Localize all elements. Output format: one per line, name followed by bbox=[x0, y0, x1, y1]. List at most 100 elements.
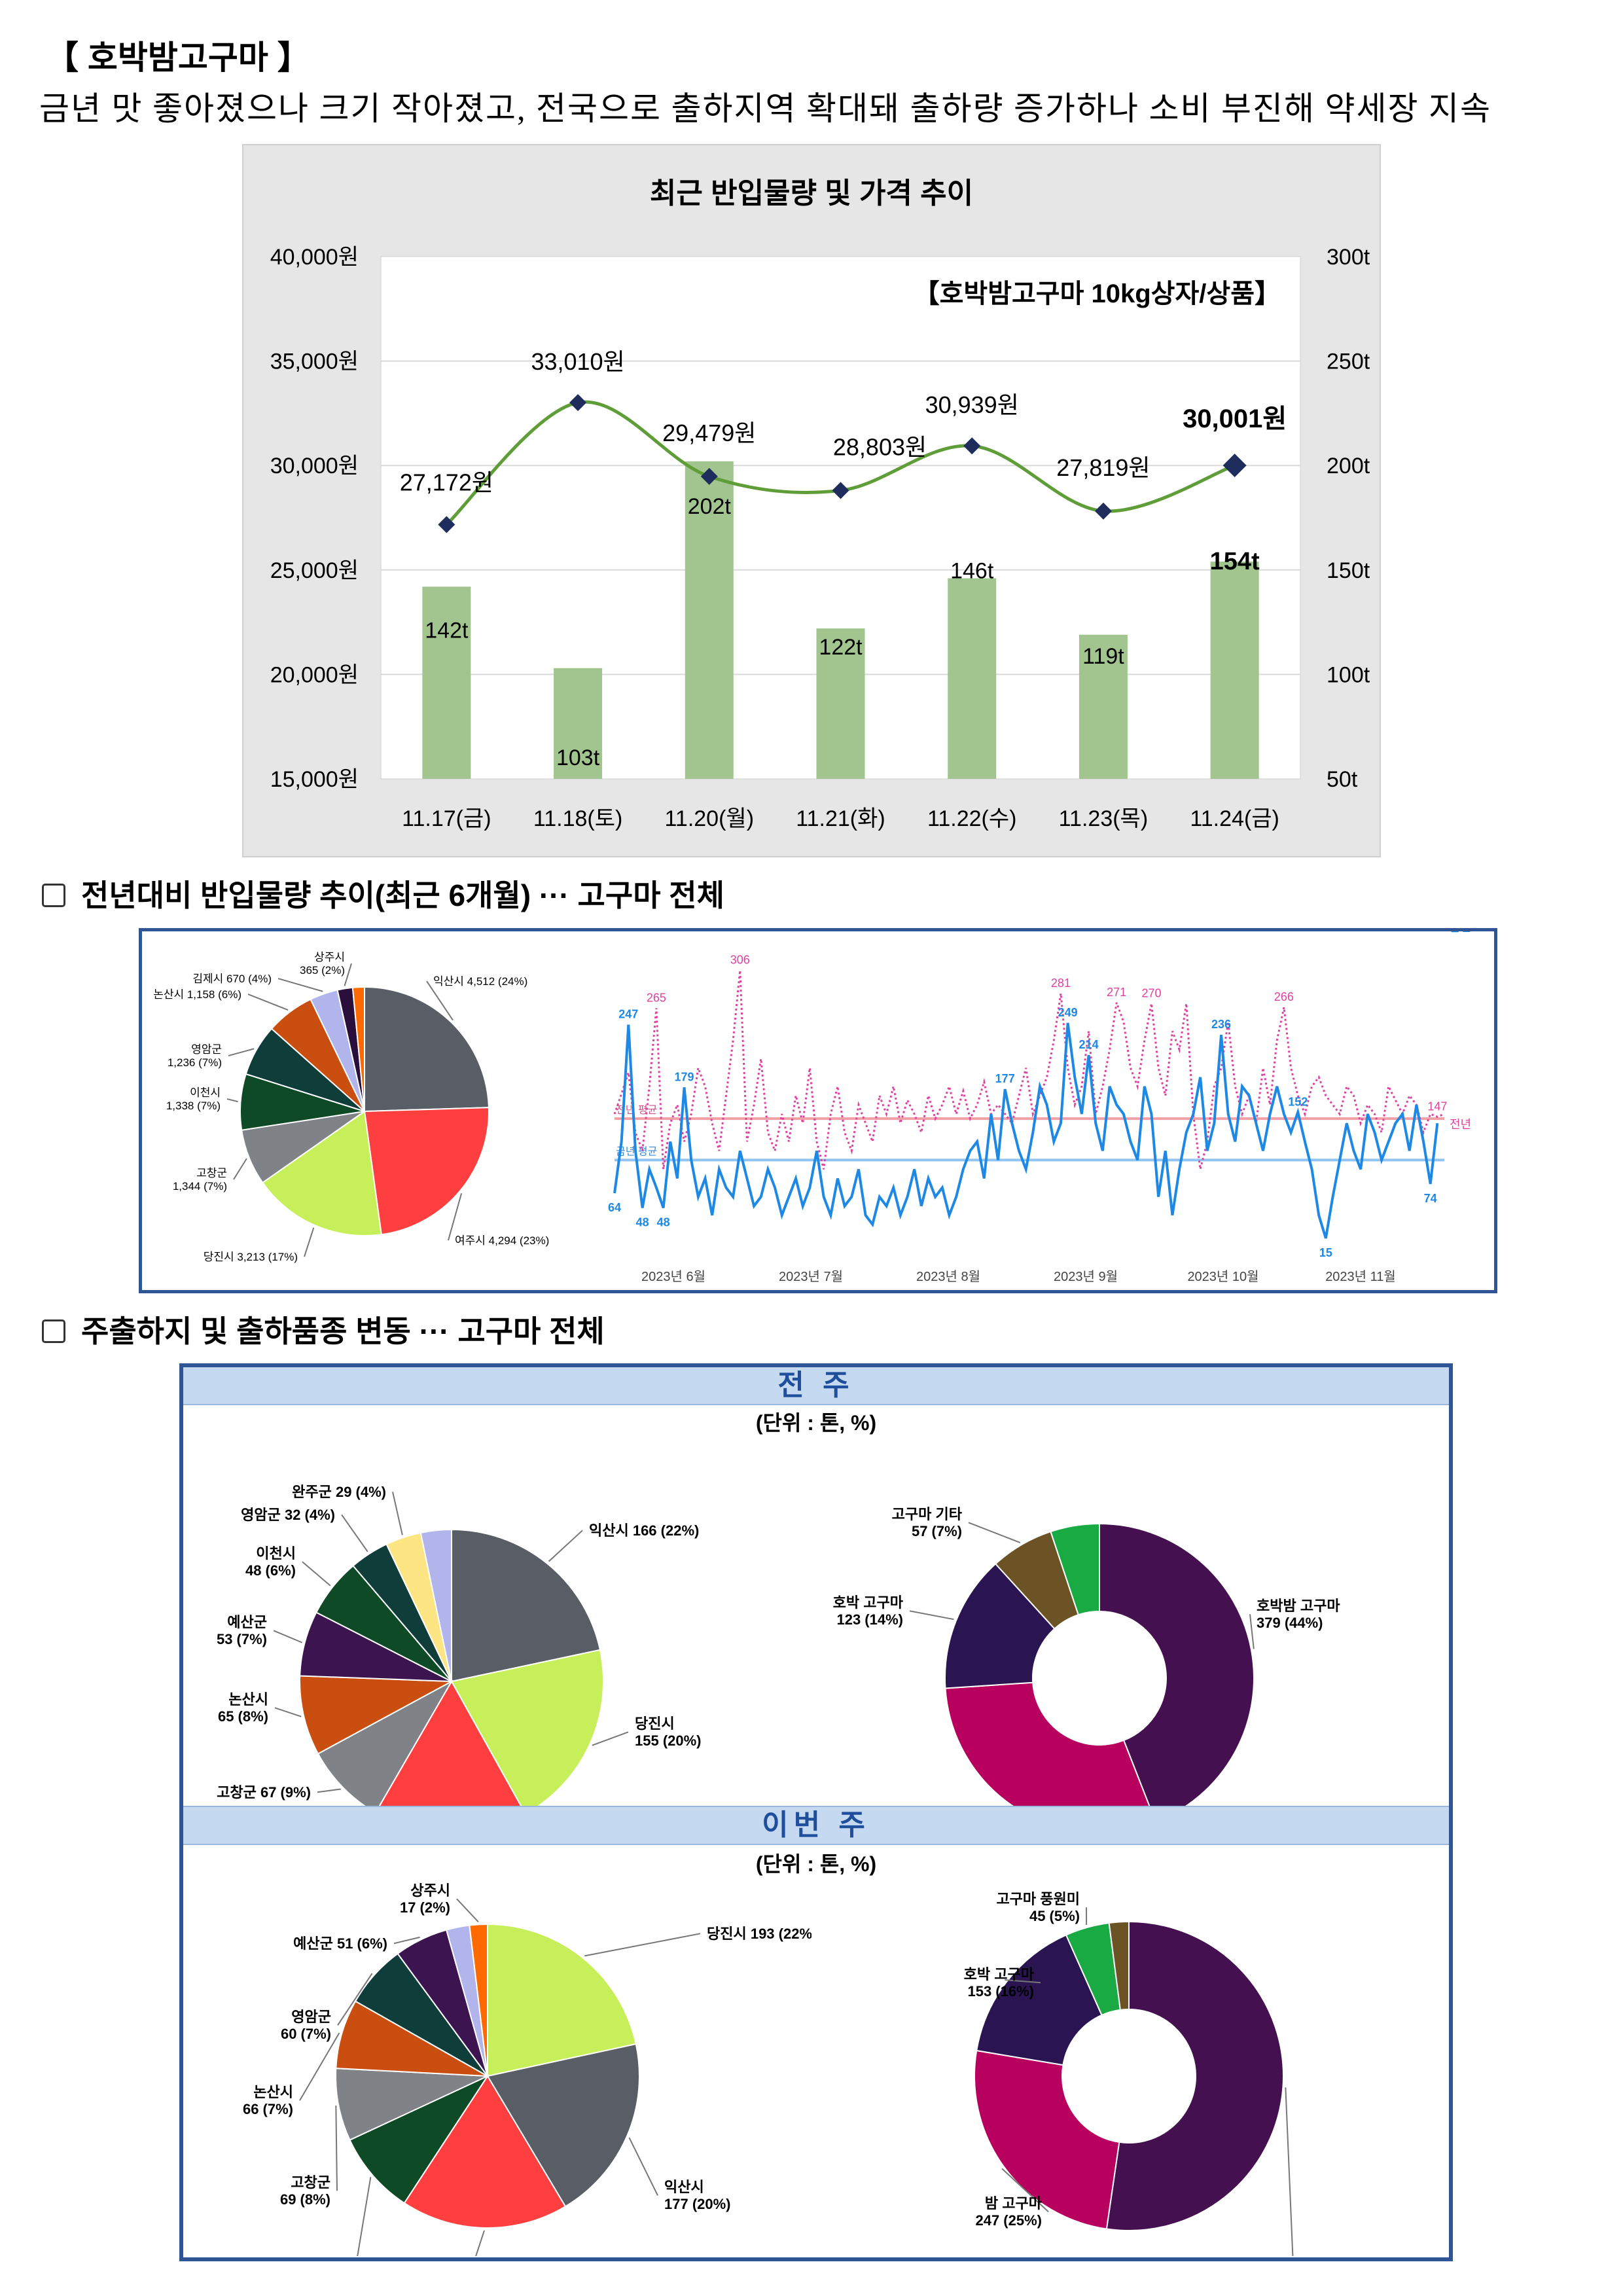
pie-6m-label: 당진시 3,213 (17%) bbox=[204, 1251, 298, 1263]
donut-this-label: 고구마 풍원미 bbox=[996, 1891, 1080, 1907]
pie-6m-leader-line bbox=[226, 1098, 238, 1103]
donut-prev-label: 123 (14%) bbox=[836, 1611, 903, 1628]
trend-point-label: 247 bbox=[618, 1008, 638, 1021]
pie-6m-label: 1,338 (7%) bbox=[166, 1100, 221, 1112]
price-label: 33,010원 bbox=[531, 348, 624, 375]
bar-value-label: 103t bbox=[556, 745, 600, 770]
x-axis-label: 2023년 10월 bbox=[1187, 1269, 1258, 1284]
x-tick-label: 11.24(금) bbox=[1190, 806, 1279, 831]
x-axis-label: 2023년 7월 bbox=[779, 1269, 843, 1284]
x-tick-label: 11.18(토) bbox=[533, 806, 622, 831]
donut-prev-slice bbox=[1050, 1522, 1100, 1616]
prev-year-line bbox=[613, 970, 1445, 1170]
price-marker bbox=[569, 394, 587, 412]
prev-year-series-label: 전년 bbox=[1450, 1118, 1471, 1131]
price-marker bbox=[1094, 502, 1112, 520]
pie-this-label: 논산시 bbox=[253, 2084, 293, 2100]
donut-this-leader-line bbox=[1005, 1979, 1041, 1984]
pie-this-slice bbox=[486, 2043, 640, 2208]
pie-6m-slice bbox=[351, 986, 365, 1112]
x-tick-label: 11.21(화) bbox=[796, 806, 885, 831]
pie-prev-label: 완주군 29 (4%) bbox=[292, 1484, 386, 1500]
pie-this-leader-line bbox=[299, 2032, 340, 2101]
volume-bar bbox=[422, 586, 471, 779]
page-title: 【 호박밤고구마 】 bbox=[46, 39, 310, 76]
pie-prev-label: 53 (7%) bbox=[217, 1631, 267, 1647]
x-tick-label: 11.17(금) bbox=[402, 806, 491, 831]
pie-this-label: 예산군 51 (6%) bbox=[293, 1935, 387, 1952]
chart-title: 최근 반입물량 및 가격 추이 bbox=[650, 177, 973, 209]
price-marker bbox=[963, 437, 981, 455]
pie-this-label: 66 (7%) bbox=[243, 2101, 293, 2117]
pie-prev-slice bbox=[450, 1649, 604, 1806]
price-volume-panel: 최근 반입물량 및 가격 추이 【호박밤고구마 10kg상자/상품】 15,000원… bbox=[242, 144, 1381, 857]
donut-prev-label: 57 (7%) bbox=[912, 1523, 962, 1539]
pie-6m-label: 김제시 670 (4%) bbox=[192, 973, 272, 985]
origin-share-pie: 익산시 4,512 (24%) 여주시 4,294 (23%) 당진시 3,213 … bbox=[153, 951, 549, 1263]
donut-this-slice bbox=[976, 1934, 1103, 2066]
pie-this-label: 60 (7%) bbox=[281, 2026, 331, 2042]
pie-6m-label: 여주시 4,294 (23%) bbox=[455, 1234, 549, 1247]
y-right-tick: 150t bbox=[1327, 558, 1370, 583]
donut-prev-slice bbox=[944, 1562, 1056, 1689]
trend-point-label: 48 bbox=[657, 1216, 670, 1229]
pie-6m-label: 365 (2%) bbox=[300, 964, 345, 977]
y-left-tick: 25,000원 bbox=[270, 558, 359, 583]
pie-this-slice bbox=[487, 1923, 637, 2077]
pie-this-slice bbox=[469, 1923, 488, 2077]
pie-6m-leader-line bbox=[277, 978, 323, 992]
pie-this-leader-line bbox=[335, 2105, 338, 2191]
donut-prev-leader-line bbox=[1249, 1614, 1255, 1649]
pie-prev-label: 예산군 bbox=[227, 1614, 267, 1630]
bar-value-label: 146t bbox=[950, 559, 994, 584]
pie-prev-leader-line bbox=[317, 1788, 341, 1793]
pie-6m-slice bbox=[261, 1110, 382, 1236]
prev-week-band: 전 주 bbox=[183, 1367, 1449, 1405]
pie-prev-leader-line bbox=[392, 1492, 403, 1535]
price-label: 27,172원 bbox=[400, 469, 493, 495]
trend-point-label: 152 bbox=[1288, 1095, 1308, 1108]
donut-prev-slice bbox=[944, 1681, 1150, 1806]
bar-value-label: 202t bbox=[688, 494, 732, 519]
donut-prev-leader-line bbox=[909, 1610, 954, 1621]
trend-point-label: 48 bbox=[636, 1216, 649, 1229]
trend-section-heading: 전년대비 반입물량 추이(최근 6개월) ··· 고구마 전체 bbox=[42, 872, 724, 915]
volume-bar bbox=[1210, 562, 1259, 779]
pie-6m-leader-line bbox=[344, 963, 352, 986]
y-right-tick: 200t bbox=[1327, 454, 1370, 478]
trend-point-label: 214 bbox=[1079, 1038, 1099, 1051]
pie-this-leader-line bbox=[337, 1973, 373, 2026]
donut-this-label: 밤 고구마 bbox=[985, 2195, 1043, 2212]
volume-bar bbox=[554, 668, 603, 779]
donut-prev-label: 379 (44%) bbox=[1257, 1615, 1323, 1631]
pie-this-leader-line bbox=[456, 1898, 479, 1923]
pie-prev-label: 고창군 67 (9%) bbox=[217, 1784, 311, 1801]
this-week-band: 이번 주 bbox=[183, 1806, 1449, 1845]
trend-point-label: 271 bbox=[1107, 986, 1126, 999]
volume-bar bbox=[685, 461, 734, 779]
pie-6m-label: 논산시 1,158 (6%) bbox=[153, 988, 241, 1001]
price-marker bbox=[700, 467, 718, 485]
x-axis-label: 2023년 8월 bbox=[916, 1269, 980, 1284]
trend-point-label: 249 bbox=[1058, 1006, 1078, 1019]
checkbox-icon bbox=[42, 884, 65, 907]
trend-point-label: 270 bbox=[1141, 986, 1161, 999]
pie-this-label: 고창군 bbox=[291, 2174, 330, 2191]
trend-point-label: 281 bbox=[1051, 977, 1071, 990]
bar-value-label: 154t bbox=[1210, 548, 1260, 575]
pie-this-leader-line bbox=[584, 1933, 701, 1957]
pie-6m-label: 1,236 (7%) bbox=[168, 1056, 222, 1069]
price-marker bbox=[438, 516, 455, 533]
x-axis-label: 2023년 6월 bbox=[641, 1269, 705, 1284]
pie-6m-leader-line bbox=[247, 994, 289, 1011]
pie-6m-leader-line bbox=[233, 1158, 247, 1180]
donut-this-leader-line bbox=[1285, 2087, 1294, 2256]
donut-this-label: 호박 고구마 bbox=[964, 1966, 1035, 1982]
donut-this-leader-line bbox=[1001, 2168, 1049, 2213]
pie-prev-leader-line bbox=[274, 1707, 302, 1717]
